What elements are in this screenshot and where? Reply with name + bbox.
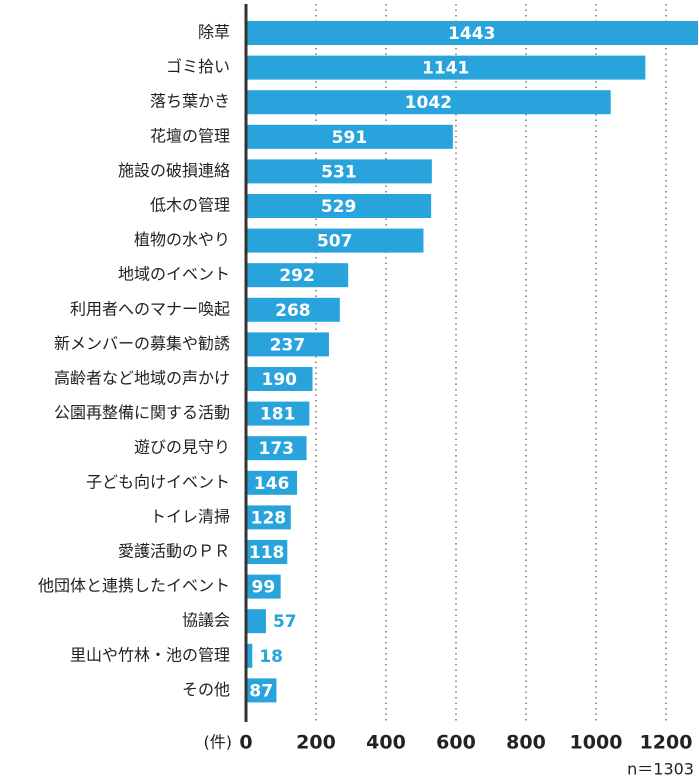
value-label: 507 [317, 232, 353, 252]
y-tick-label: 高齢者など地域の声かけ [54, 369, 230, 388]
x-axis-label: (件) [204, 733, 233, 752]
y-tick-label: その他 [182, 680, 230, 699]
bar [246, 574, 281, 599]
y-tick-label: 花壇の管理 [150, 126, 230, 145]
value-label: 87 [249, 681, 273, 701]
bar [246, 124, 453, 149]
value-label: 128 [251, 508, 287, 528]
x-tick-label: 600 [436, 732, 476, 754]
x-tick-label: 1200 [640, 732, 693, 754]
value-label: 146 [254, 474, 290, 494]
y-tick-label: 里山や竹林・池の管理 [70, 645, 230, 664]
y-tick-label: 公園再整備に関する活動 [54, 403, 230, 422]
note: n＝1303 [627, 760, 694, 779]
y-tick-label: 協議会 [182, 611, 230, 630]
bar [246, 678, 277, 703]
bar [246, 263, 349, 288]
y-tick-label: 愛護活動のＰＲ [118, 542, 230, 561]
value-label: 531 [321, 162, 357, 182]
y-tick-label: 他団体と連携したイベント [38, 576, 230, 595]
x-tick-label: 0 [239, 732, 252, 754]
bar [246, 540, 288, 564]
bar [246, 159, 432, 184]
value-label: 118 [249, 543, 285, 563]
bar [246, 332, 329, 357]
y-tick-label: 地域のイベント [118, 265, 230, 284]
x-tick-label: 1000 [570, 732, 623, 754]
y-tick-label: トイレ清掃 [150, 507, 230, 526]
bar [246, 297, 340, 322]
bar [246, 228, 424, 253]
bar [246, 609, 266, 634]
value-label: 292 [279, 266, 315, 286]
value-label: 57 [273, 612, 297, 632]
x-tick-label: 200 [296, 732, 336, 754]
bar [246, 90, 611, 115]
y-tick-label: 除草 [198, 23, 230, 42]
value-label: 1141 [422, 59, 469, 79]
y-tick-label: 新メンバーの募集や勧誘 [54, 334, 230, 353]
value-label: 190 [262, 370, 298, 390]
bar [246, 505, 291, 530]
x-tick-label: 400 [366, 732, 406, 754]
y-tick-label: 施設の破損連絡 [118, 161, 230, 180]
x-tick-label: 800 [506, 732, 546, 754]
value-label: 99 [251, 578, 275, 598]
value-label: 18 [259, 647, 283, 667]
value-label: 529 [321, 197, 357, 217]
bar [246, 194, 432, 218]
y-tick-label: 利用者へのマナー喚起 [70, 299, 230, 318]
value-label: 591 [332, 128, 368, 148]
value-label: 173 [259, 439, 295, 459]
y-tick-label: ゴミ拾い [166, 57, 230, 76]
value-label: 1042 [405, 93, 452, 113]
bar [246, 401, 310, 426]
bar [246, 55, 646, 80]
y-tick-label: 植物の水やり [134, 230, 230, 249]
value-label: 181 [260, 405, 296, 425]
y-tick-label: 子ども向けイベント [86, 472, 230, 491]
value-label: 237 [270, 335, 306, 355]
bar [246, 367, 313, 391]
bar [246, 436, 307, 461]
y-tick-label: 低木の管理 [150, 196, 230, 215]
bar [246, 21, 698, 45]
y-tick-label: 遊びの見守り [134, 438, 230, 457]
bar [246, 643, 253, 668]
value-label: 1443 [448, 24, 495, 44]
bar [246, 470, 298, 495]
value-label: 268 [275, 301, 311, 321]
y-tick-label: 落ち葉かき [150, 92, 230, 111]
